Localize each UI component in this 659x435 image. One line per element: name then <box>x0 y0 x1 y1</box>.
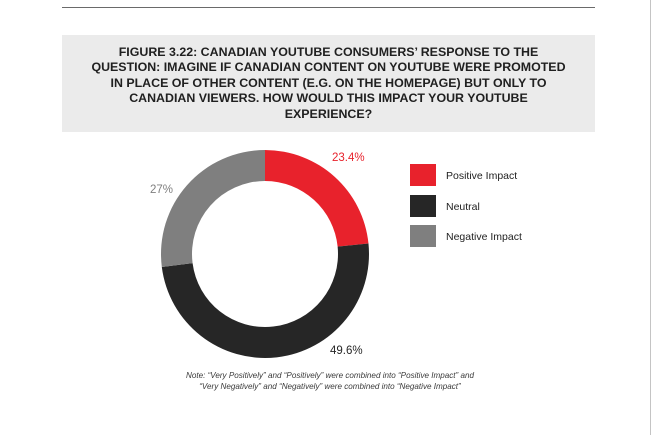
data-label-neutral: 49.6% <box>330 345 363 357</box>
figure-title: FIGURE 3.22: CANADIAN YOUTUBE CONSUMERS’… <box>91 44 566 121</box>
page-edge-divider <box>650 0 651 435</box>
legend-label-positive-impact: Positive Impact <box>446 170 517 182</box>
figure-note: Note: “Very Positively” and “Positively”… <box>130 371 530 392</box>
note-line-1: Note: “Very Positively” and “Positively”… <box>185 371 475 380</box>
legend-swatch-positive-impact <box>410 164 436 186</box>
data-label-negative-impact: 27% <box>150 184 173 196</box>
donut-slices <box>160 150 370 359</box>
figure-title-banner: FIGURE 3.22: CANADIAN YOUTUBE CONSUMERS’… <box>62 35 595 132</box>
top-divider <box>62 7 595 8</box>
slice-positive-impact <box>265 150 369 247</box>
legend-swatch-negative-impact <box>410 225 436 247</box>
legend-swatch-neutral <box>410 195 436 217</box>
slice-negative-impact <box>160 150 265 268</box>
chart-legend: Positive Impact Neutral Negative Impact <box>410 164 522 247</box>
slice-neutral <box>161 243 370 359</box>
slice-labels: 23.4% 49.6% 27% <box>150 152 365 357</box>
legend-label-negative-impact: Negative Impact <box>446 231 522 243</box>
legend-label-neutral: Neutral <box>446 201 480 213</box>
data-label-positive-impact: 23.4% <box>332 152 365 164</box>
note-line-2: “Very Negatively” and “Negatively” were … <box>199 381 461 391</box>
